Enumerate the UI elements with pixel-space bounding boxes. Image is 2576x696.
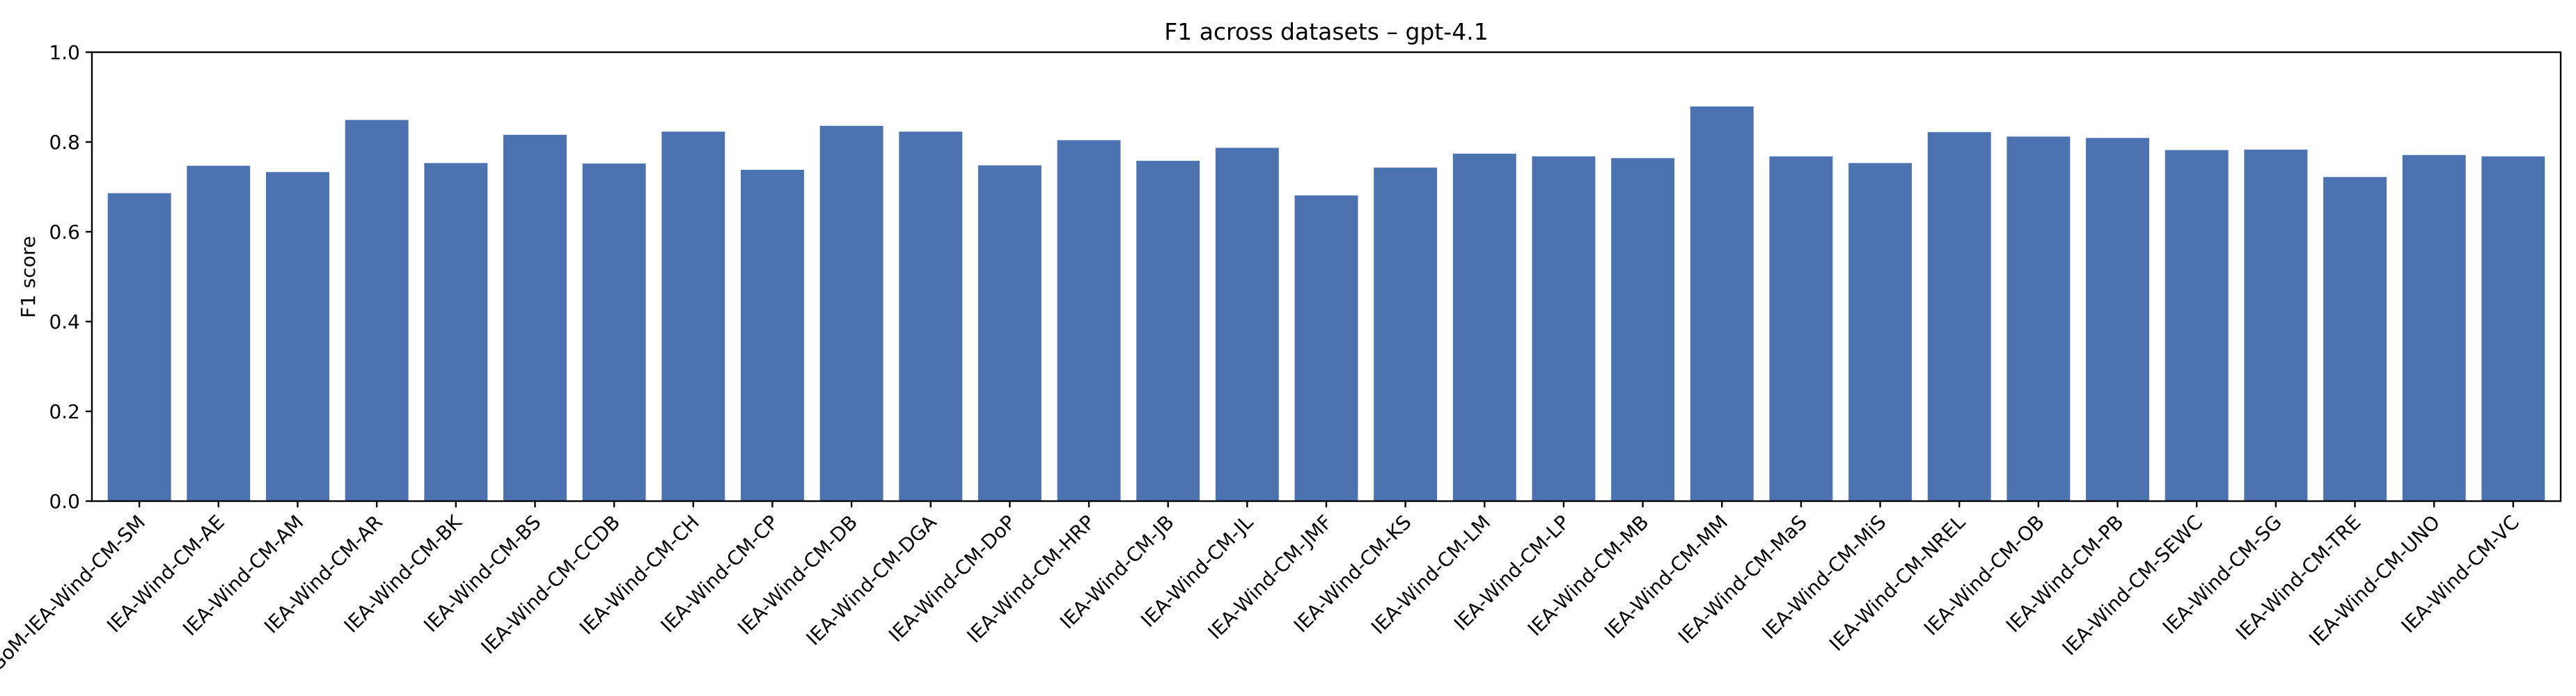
x-tick-label: IEA-Wind-CM-CCDB <box>476 511 625 659</box>
bar-IEA-Wind-CM-KS <box>1374 167 1438 501</box>
bar-IEA-Wind-CM-SG <box>2244 149 2308 501</box>
bar-IEA-Wind-CM-TRE <box>2323 177 2387 501</box>
bar-IEA-Wind-CM-DB <box>819 125 883 501</box>
bar-IEA-Wind-CM-JL <box>1215 148 1279 501</box>
chart-title: F1 across datasets – gpt-4.1 <box>1164 18 1488 45</box>
x-tick-label: IEA-Wind-CM-SEWC <box>2058 511 2208 661</box>
bar-GoM-IEA-Wind-CM-SM <box>107 193 171 501</box>
bar-IEA-Wind-CM-AR <box>345 120 409 501</box>
bar-IEA-Wind-CM-BK <box>424 163 488 501</box>
bar-IEA-Wind-CM-MM <box>1690 106 1754 502</box>
y-axis-label: F1 score <box>17 236 40 318</box>
bar-IEA-Wind-CM-AM <box>266 172 329 501</box>
bar-IEA-Wind-CM-CCDB <box>582 163 646 501</box>
bar-IEA-Wind-CM-JMF <box>1294 195 1358 501</box>
bar-IEA-Wind-CM-LP <box>1532 156 1596 501</box>
y-tick-label: 0.8 <box>49 131 80 154</box>
bar-IEA-Wind-CM-NREL <box>1927 132 1991 501</box>
y-tick-label: 0.4 <box>49 310 80 333</box>
x-tick-label: IEA-Wind-CM-NREL <box>1825 510 1970 655</box>
bar-IEA-Wind-CM-OB <box>2006 136 2071 501</box>
bar-IEA-Wind-CM-VC <box>2481 156 2545 501</box>
bar-IEA-Wind-CM-PB <box>2086 138 2149 501</box>
bar-IEA-Wind-CM-JB <box>1136 161 1200 501</box>
y-tick-label: 1.0 <box>49 41 80 64</box>
bar-IEA-Wind-CM-BS <box>503 134 567 501</box>
bars-layer <box>107 106 2545 502</box>
bar-IEA-Wind-CM-SEWC <box>2165 150 2229 502</box>
bar-IEA-Wind-CM-LM <box>1452 153 1516 501</box>
y-tick-label: 0.0 <box>49 490 80 513</box>
y-tick-label: 0.6 <box>49 221 80 244</box>
y-tick-label: 0.2 <box>49 400 80 423</box>
bar-IEA-Wind-CM-CP <box>740 169 804 502</box>
x-tick-label: IEA-Wind-CM-MaS <box>1674 511 1812 649</box>
bar-IEA-Wind-CM-MB <box>1611 158 1675 501</box>
bar-IEA-Wind-CM-DGA <box>899 132 963 502</box>
bar-IEA-Wind-CM-UNO <box>2402 155 2466 501</box>
bar-IEA-Wind-CM-HRP <box>1057 140 1121 502</box>
bar-IEA-Wind-CM-DoP <box>977 165 1042 502</box>
x-tick-label: GoM-IEA-Wind-CM-SM <box>0 511 150 676</box>
bar-IEA-Wind-CM-MiS <box>1848 163 1913 501</box>
x-tick-label: IEA-Wind-CM-UNO <box>2304 511 2444 651</box>
bar-IEA-Wind-CM-MaS <box>1769 156 1833 501</box>
bar-IEA-Wind-CM-CH <box>661 132 725 502</box>
x-tick-label: IEA-Wind-CM-DGA <box>801 511 941 650</box>
bar-IEA-Wind-CM-AE <box>187 166 251 501</box>
